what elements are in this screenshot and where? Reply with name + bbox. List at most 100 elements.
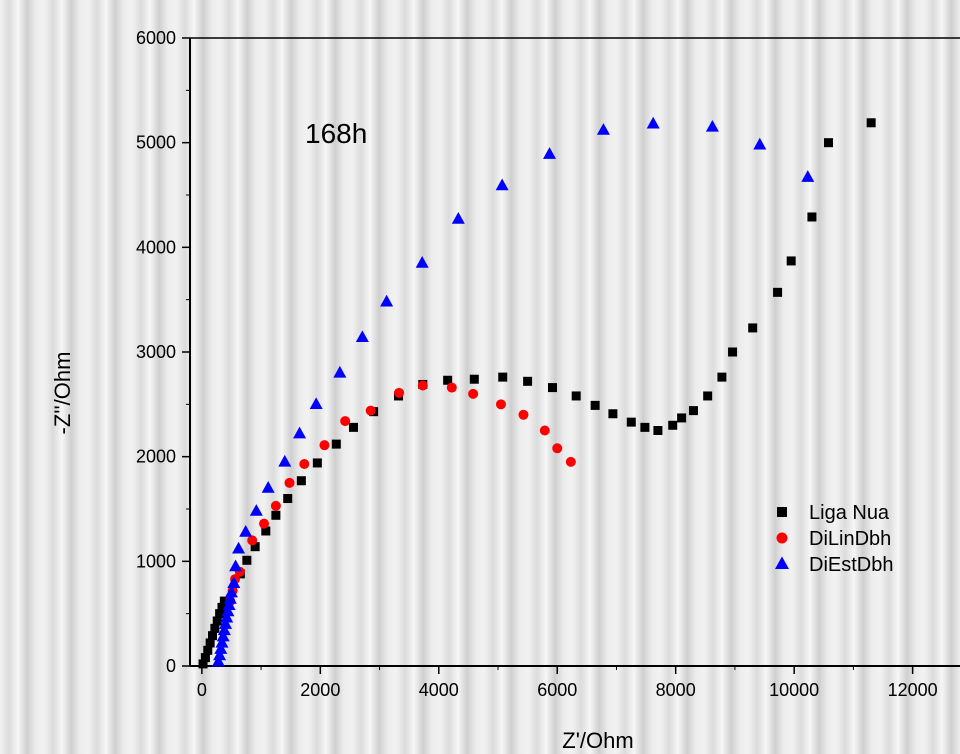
data-point — [688, 406, 698, 416]
data-point — [748, 323, 758, 333]
data-point — [319, 440, 330, 451]
data-point — [728, 347, 738, 357]
legend-marker — [777, 507, 787, 517]
data-point — [200, 653, 210, 663]
data-point — [222, 598, 236, 610]
annotation-label: 168h — [305, 118, 367, 149]
data-point — [703, 391, 713, 401]
data-point — [216, 629, 230, 642]
data-point — [640, 422, 650, 432]
data-point — [312, 458, 322, 468]
data-point — [220, 610, 234, 623]
data-point — [283, 494, 293, 504]
data-point — [451, 212, 465, 224]
data-point — [705, 119, 719, 132]
data-point — [261, 526, 271, 536]
data-point — [415, 256, 429, 268]
legend-marker — [775, 556, 789, 570]
legend-label: DiEstDbh — [809, 554, 893, 576]
data-point — [213, 648, 227, 661]
data-point — [807, 212, 817, 222]
data-point — [212, 616, 222, 626]
data-point — [208, 631, 218, 641]
data-point — [518, 409, 529, 420]
data-point — [278, 454, 292, 467]
data-point — [801, 170, 815, 182]
data-point — [495, 178, 509, 191]
data-point — [211, 654, 225, 667]
data-point — [203, 645, 213, 655]
data-point — [394, 387, 405, 398]
data-point — [773, 287, 783, 297]
y-axis-label: -Z''/Ohm — [50, 352, 75, 435]
data-point — [210, 623, 220, 633]
data-point — [219, 617, 233, 629]
data-point — [331, 439, 341, 449]
data-point — [365, 405, 376, 416]
data-point — [219, 596, 229, 606]
data-point — [446, 382, 457, 393]
data-point — [469, 374, 479, 384]
data-point — [552, 443, 563, 454]
x-tick-label: 4000 — [419, 680, 459, 700]
data-point — [626, 417, 636, 427]
data-point — [293, 426, 307, 439]
data-point — [417, 380, 428, 391]
axis-ticks — [182, 37, 914, 674]
data-point — [348, 422, 358, 432]
x-tick-label: 8000 — [656, 680, 696, 700]
data-point — [717, 372, 727, 382]
data-point — [498, 372, 508, 382]
data-point — [668, 420, 678, 430]
x-axis-label: Z'/Ohm — [562, 728, 633, 753]
data-point — [215, 635, 229, 648]
tick-labels: 0 2000 4000 6000 8000 10000 12000 0 1000 2000 3000… — [136, 28, 938, 700]
data-point — [590, 400, 600, 410]
data-point — [786, 256, 796, 266]
data-point — [333, 365, 347, 378]
data-point — [217, 602, 227, 612]
data-point — [250, 542, 260, 552]
data-point — [523, 376, 533, 386]
data-point — [224, 585, 238, 598]
data-point — [539, 425, 550, 436]
x-tick-label: 0 — [197, 680, 207, 700]
data-point — [198, 659, 208, 669]
x-tick-label: 12000 — [888, 680, 938, 700]
data-point — [215, 609, 225, 619]
data-point — [259, 518, 270, 529]
data-point — [223, 591, 237, 604]
data-point — [227, 576, 241, 588]
data-point — [824, 138, 834, 148]
legend-label: Liga Nua — [809, 502, 890, 524]
data-point — [229, 559, 243, 572]
y-tick-label: 6000 — [136, 28, 176, 48]
data-point — [543, 147, 557, 159]
data-point — [261, 481, 275, 493]
series-3 — [211, 116, 815, 667]
data-points — [198, 116, 876, 669]
data-point — [495, 399, 506, 410]
data-point — [217, 623, 231, 636]
data-point — [296, 476, 306, 486]
x-tick-label: 2000 — [300, 680, 340, 700]
data-point — [205, 638, 215, 648]
data-point — [221, 604, 235, 617]
data-point — [468, 388, 479, 399]
series-1 — [198, 118, 876, 669]
data-point — [340, 416, 351, 427]
y-tick-label: 3000 — [136, 342, 176, 362]
data-point — [242, 555, 252, 565]
data-point — [309, 397, 323, 410]
data-point — [271, 510, 281, 520]
legend: Liga Nua DiLinDbh DiEstDbh — [775, 502, 893, 576]
data-point — [866, 118, 876, 128]
data-point — [443, 375, 453, 385]
data-point — [284, 477, 295, 488]
data-point — [249, 504, 263, 516]
data-point — [753, 137, 767, 150]
legend-marker — [776, 532, 788, 544]
series-2 — [225, 380, 576, 607]
data-point — [232, 541, 246, 554]
